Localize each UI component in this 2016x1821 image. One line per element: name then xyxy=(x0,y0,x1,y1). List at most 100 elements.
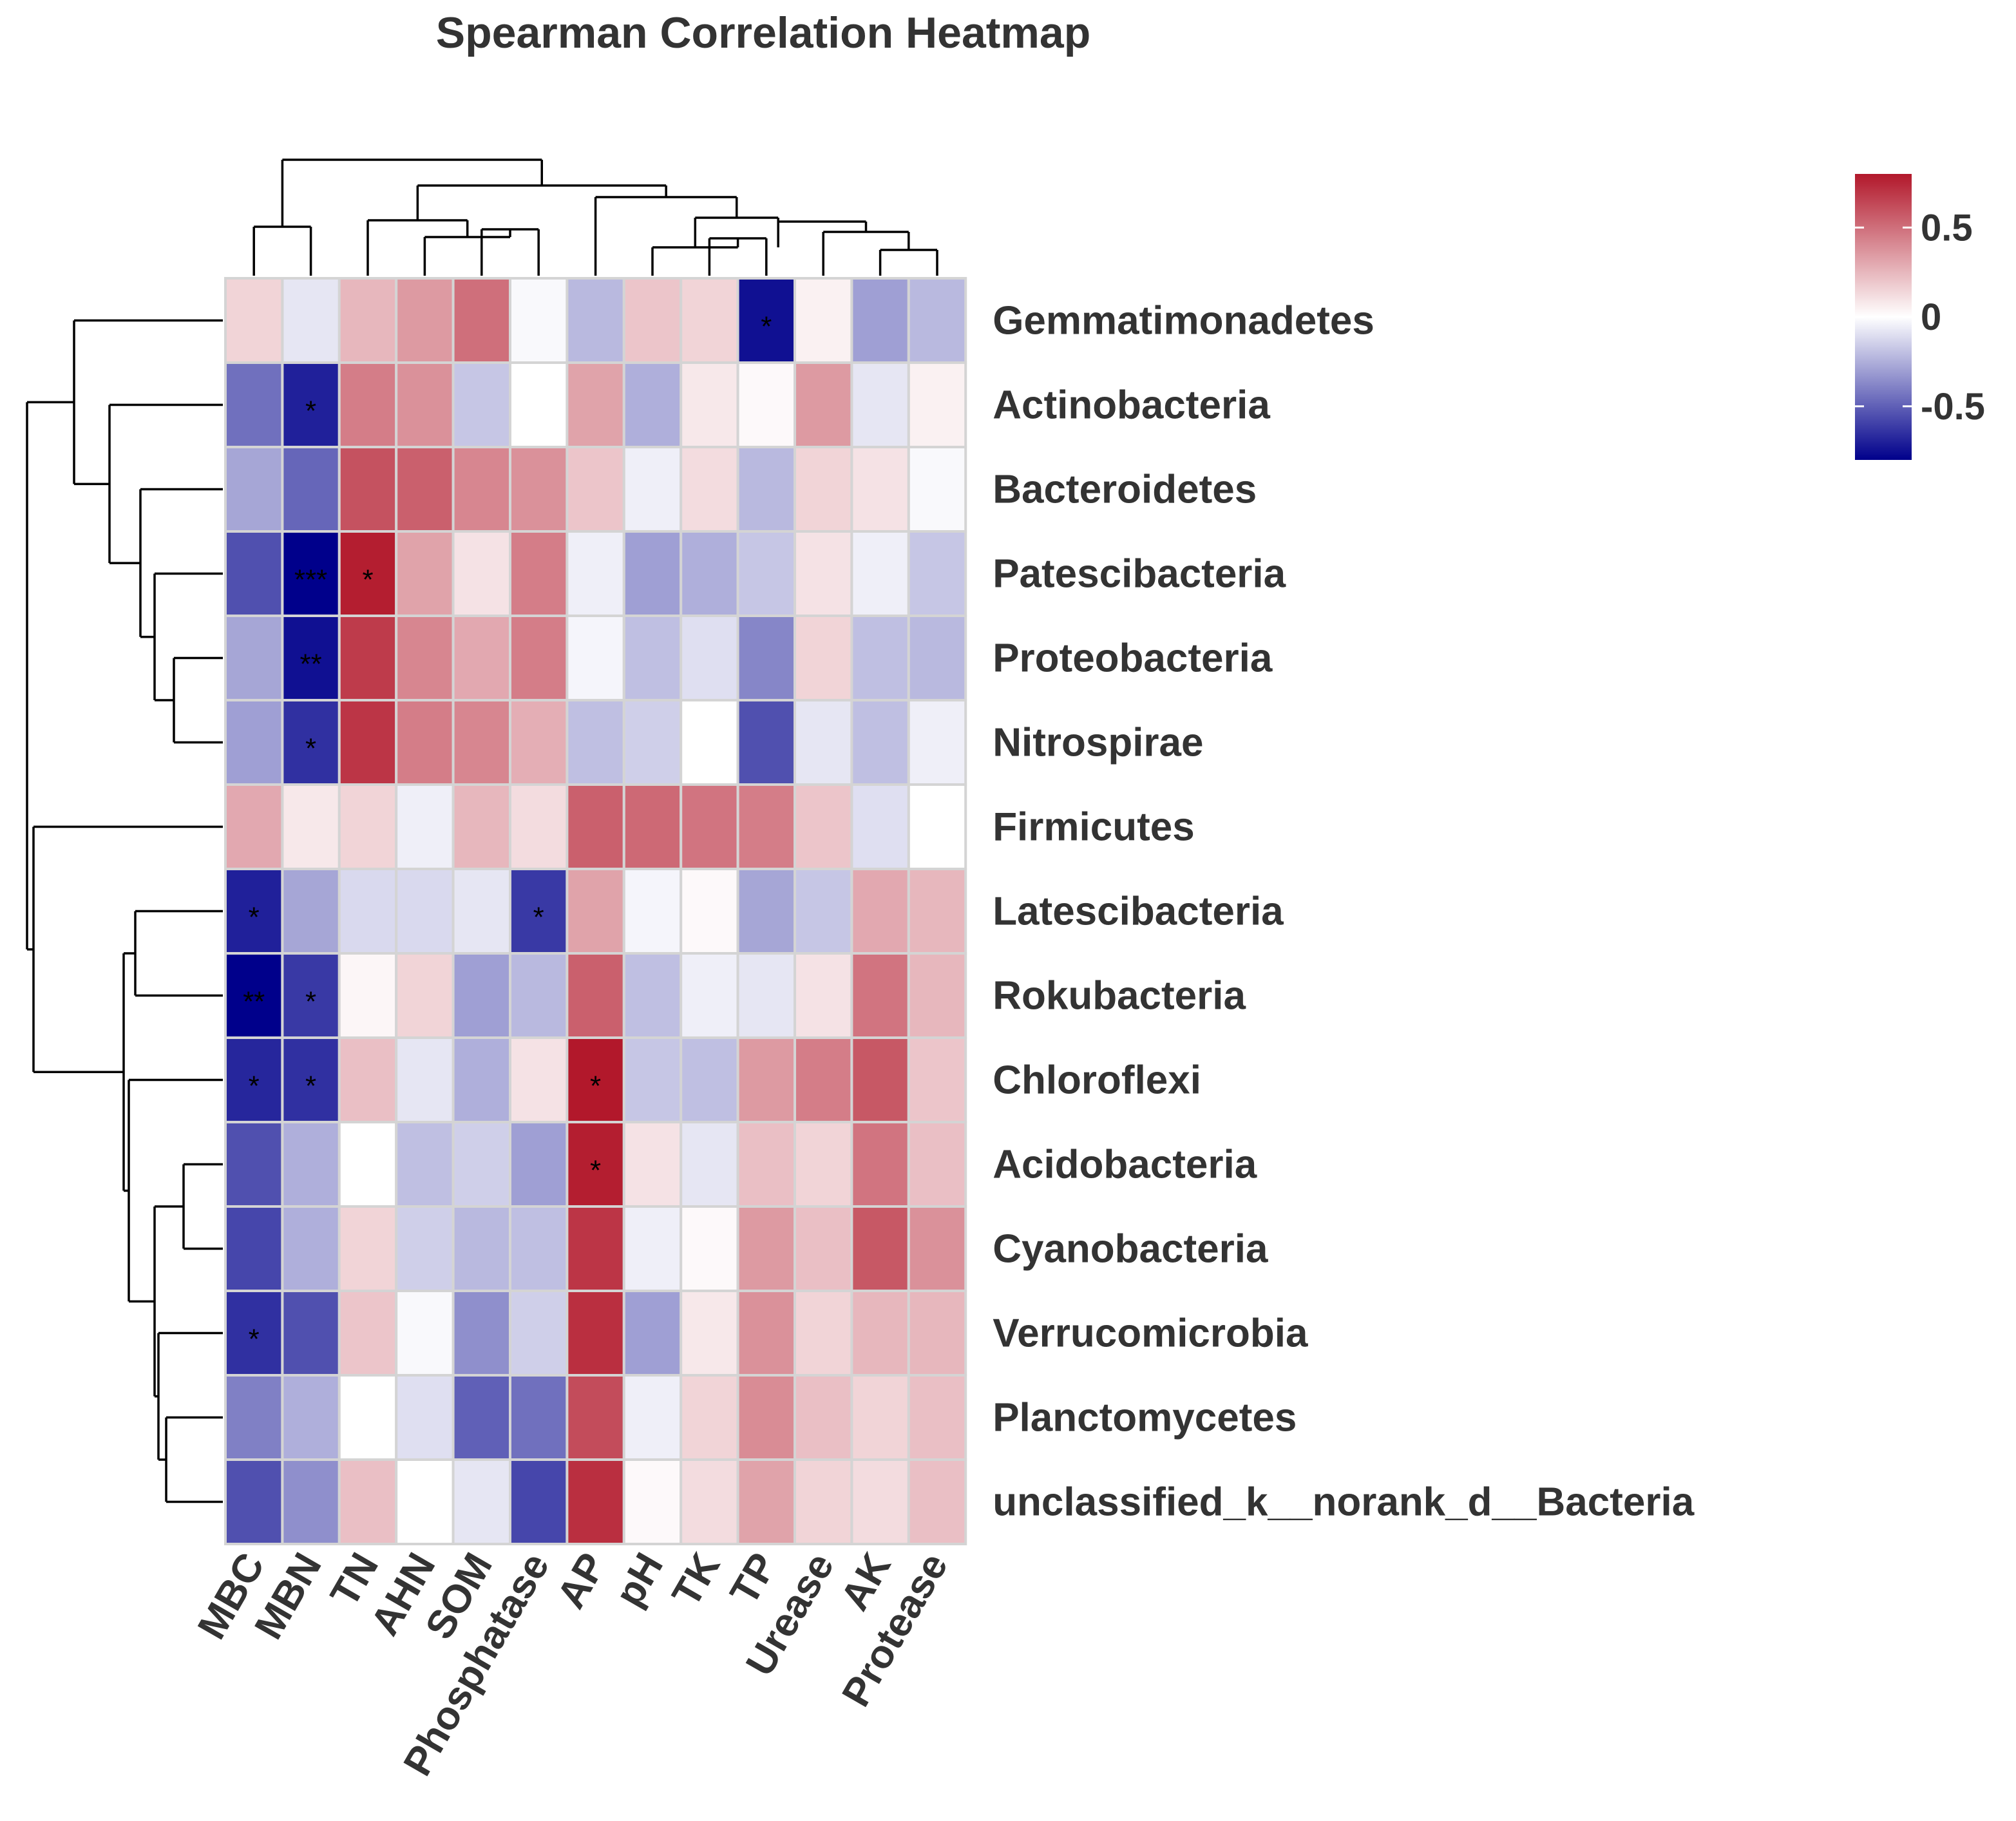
heatmap-cell xyxy=(338,868,398,955)
heatmap-cell xyxy=(850,361,910,448)
heatmap-cells xyxy=(224,277,967,1545)
row-dendrogram-branches xyxy=(26,319,223,1503)
heatmap-cell xyxy=(224,783,284,870)
heatmap-cell xyxy=(509,1374,569,1461)
heatmap-cell xyxy=(794,1205,853,1292)
significance-mark: * xyxy=(533,902,544,933)
heatmap-cell xyxy=(907,699,967,786)
heatmap-cell xyxy=(338,615,398,701)
heatmap-cell xyxy=(452,1458,511,1545)
heatmap-cell xyxy=(850,699,910,786)
heatmap-cell xyxy=(907,277,967,364)
significance-mark: * xyxy=(305,733,316,765)
col-label-ap: AP xyxy=(549,1546,615,1616)
heatmap-cell xyxy=(850,1205,910,1292)
heatmap-cell xyxy=(736,1036,796,1123)
heatmap-cell xyxy=(224,1458,284,1545)
row-label-planctomycetes: Planctomycetes xyxy=(993,1396,1297,1440)
heatmap-cell xyxy=(395,361,455,448)
heatmap-cell xyxy=(281,868,341,955)
heatmap-cell xyxy=(281,1205,341,1292)
heatmap-cell xyxy=(622,1036,683,1123)
heatmap-cell xyxy=(338,1374,398,1461)
heatmap-cell xyxy=(794,277,853,364)
heatmap-cell xyxy=(566,446,625,533)
heatmap-cell xyxy=(452,783,511,870)
legend-tick-label: 0.5 xyxy=(1921,207,1973,249)
heatmap-cell xyxy=(395,530,455,617)
row-label-cyanobacteria: Cyanobacteria xyxy=(993,1227,1268,1272)
heatmap-cell xyxy=(680,361,739,448)
heatmap-cell xyxy=(452,361,511,448)
heatmap-cell xyxy=(224,361,284,448)
heatmap-cell xyxy=(395,1036,455,1123)
heatmap-cell xyxy=(452,1205,511,1292)
heatmap-cell xyxy=(850,1121,910,1208)
heatmap-cell xyxy=(509,615,569,701)
heatmap-cell xyxy=(338,277,398,364)
heatmap-cell xyxy=(736,1374,796,1461)
heatmap-cell xyxy=(794,1036,853,1123)
row-labels: Gemmatimonadetes Actinobacteria Bacteroide… xyxy=(993,299,1695,1525)
heatmap-cell xyxy=(338,1458,398,1545)
heatmap-cell xyxy=(736,615,796,701)
legend-tick-label: -0.5 xyxy=(1921,386,1985,428)
row-label-verrucomicrobia: Verrucomicrobia xyxy=(993,1311,1308,1356)
row-dendrogram xyxy=(26,319,223,1503)
heatmap-cell xyxy=(794,699,853,786)
heatmap-cell xyxy=(680,446,739,533)
heatmap-cell xyxy=(281,1290,341,1377)
heatmap-cell xyxy=(338,699,398,786)
significance-mark: * xyxy=(590,1155,601,1187)
heatmap-cell xyxy=(395,1458,455,1545)
heatmap-cell xyxy=(907,868,967,955)
heatmap-cell xyxy=(622,615,683,701)
heatmap-cell xyxy=(794,530,853,617)
heatmap-cell xyxy=(509,952,569,1039)
row-label-gemmatimonadetes: Gemmatimonadetes xyxy=(993,299,1374,343)
heatmap-cell xyxy=(622,699,683,786)
heatmap-cell xyxy=(850,446,910,533)
row-label-firmicutes: Firmicutes xyxy=(993,805,1195,850)
heatmap-cell xyxy=(566,277,625,364)
heatmap-cell xyxy=(452,1036,511,1123)
heatmap-cell xyxy=(224,277,284,364)
heatmap-cell xyxy=(509,530,569,617)
heatmap-cell xyxy=(736,699,796,786)
significance-mark: * xyxy=(305,396,316,427)
heatmap-cell xyxy=(509,699,569,786)
heatmap-cell xyxy=(452,1374,511,1461)
heatmap-cell xyxy=(509,783,569,870)
heatmap-cell xyxy=(566,1458,625,1545)
heatmap-cell xyxy=(281,699,341,786)
significance-mark: * xyxy=(761,311,772,343)
heatmap-cell xyxy=(509,277,569,364)
heatmap-cell xyxy=(680,615,739,701)
heatmap-cell xyxy=(224,446,284,533)
heatmap-cell xyxy=(566,1121,625,1208)
heatmap-cell xyxy=(907,361,967,448)
heatmap-cell xyxy=(680,868,739,955)
heatmap-cell xyxy=(281,1458,341,1545)
heatmap-cell xyxy=(224,530,284,617)
heatmap-cell xyxy=(850,1036,910,1123)
heatmap-cell xyxy=(736,1205,796,1292)
heatmap-cell xyxy=(622,361,683,448)
heatmap-cell xyxy=(281,1374,341,1461)
heatmap-cell xyxy=(395,699,455,786)
heatmap-cell xyxy=(680,1121,739,1208)
heatmap-cell xyxy=(452,446,511,533)
heatmap-cell xyxy=(395,277,455,364)
significance-marks: ***** ***** *** ** * *** xyxy=(243,311,772,1355)
heatmap-cell xyxy=(566,1290,625,1377)
heatmap-cell xyxy=(794,783,853,870)
heatmap-cell xyxy=(395,783,455,870)
heatmap-cell xyxy=(850,1290,910,1377)
heatmap-cell xyxy=(907,1205,967,1292)
heatmap-cell xyxy=(622,1290,683,1377)
heatmap-cell xyxy=(907,783,967,870)
significance-mark: * xyxy=(249,1071,260,1102)
significance-mark: * xyxy=(249,902,260,933)
heatmap-cell xyxy=(224,1121,284,1208)
heatmap-cell xyxy=(566,615,625,701)
